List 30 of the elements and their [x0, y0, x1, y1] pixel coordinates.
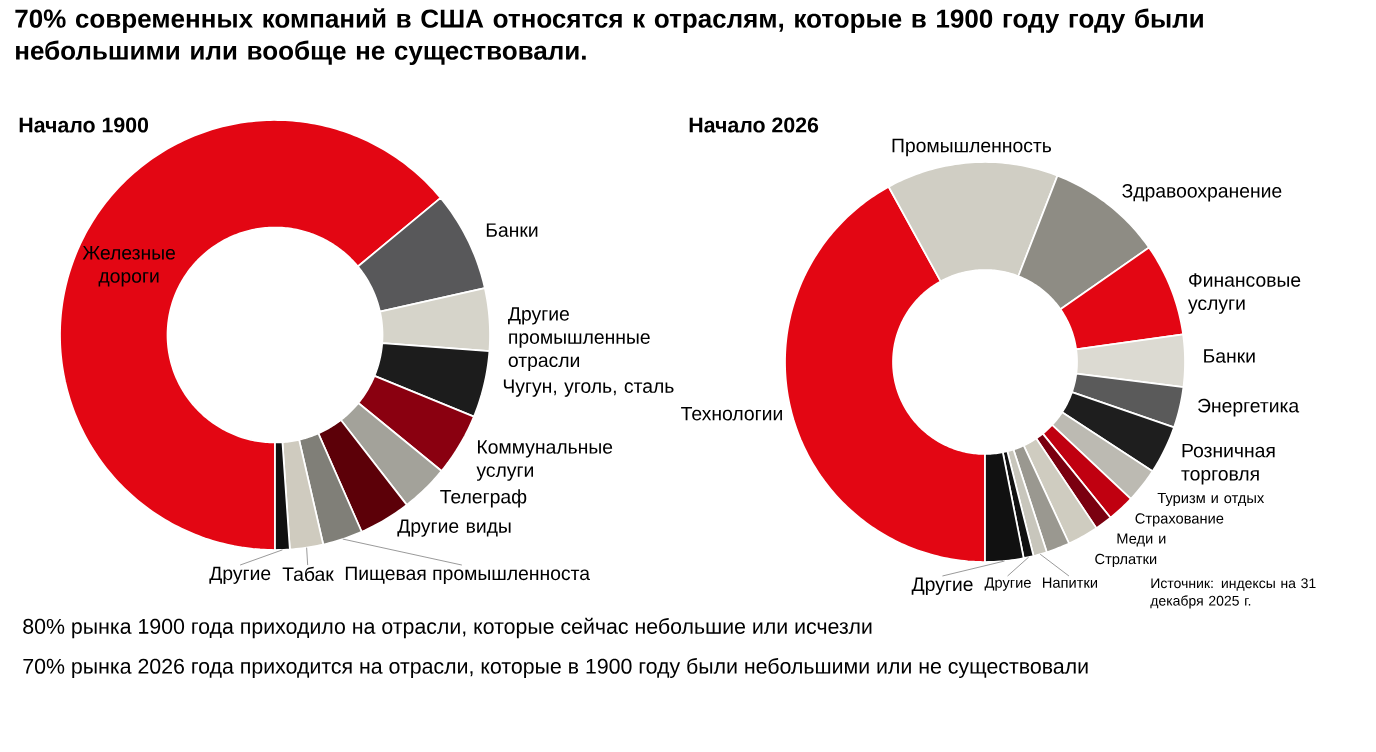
slice-label: Меди и — [1117, 533, 1166, 547]
text: 70% рынка 2026 года приходится на отрасли, которые в 1900 году были небольшими или не существовали — [23, 657, 1088, 679]
slice-label: Другие — [984, 577, 1031, 591]
slice-label: Другие — [209, 566, 271, 584]
slice-label: Железные дороги — [82, 246, 175, 287]
chart-subtitle: Начало 2026 — [689, 117, 819, 133]
slice-label: Табак — [282, 566, 334, 582]
slice-label: Здравоохранение — [1122, 183, 1282, 202]
slice-label: Банки — [486, 223, 538, 237]
slice-label: Страхование — [1135, 513, 1224, 527]
slice-label: Чугун, уголь, сталь — [503, 379, 674, 397]
slice-label: Другие виды — [397, 519, 511, 537]
slice-label: Розничная торговля — [1181, 443, 1275, 485]
slice-label: Коммунальные услуги — [476, 440, 613, 481]
slice-label: Промышленность — [892, 138, 1052, 157]
slice-label: Банки — [1204, 349, 1255, 363]
text: 80% рынка 1900 года приходило на отрасли, которые сейчас небольшие или исчезли — [23, 617, 872, 639]
slice-label: Телеграф — [440, 489, 527, 508]
slice-label: Другие — [911, 577, 973, 595]
slice-label: Другие промышленные отрасли — [508, 307, 650, 371]
slice-label: Туризм и отдых — [1157, 493, 1265, 507]
chart-title: 70% современных компаний в США относятся к отраслям, которые в 1900 году году были небольшими или вообще не существовали. — [15, 8, 1203, 66]
chart-subtitle: Начало 1900 — [19, 117, 149, 133]
slice-label: Технологии — [681, 406, 782, 421]
slice-label: Энергетика — [1198, 398, 1300, 417]
slice-label: Напитки — [1043, 577, 1098, 588]
slice-label: Финансовые услуги — [1188, 273, 1301, 314]
text: Источник: индексы на 31 декабря 2025 г. — [1150, 578, 1316, 609]
slice-label: Стрлатки — [1095, 553, 1157, 568]
slice-label: Пищевая промышленноста — [345, 566, 590, 584]
